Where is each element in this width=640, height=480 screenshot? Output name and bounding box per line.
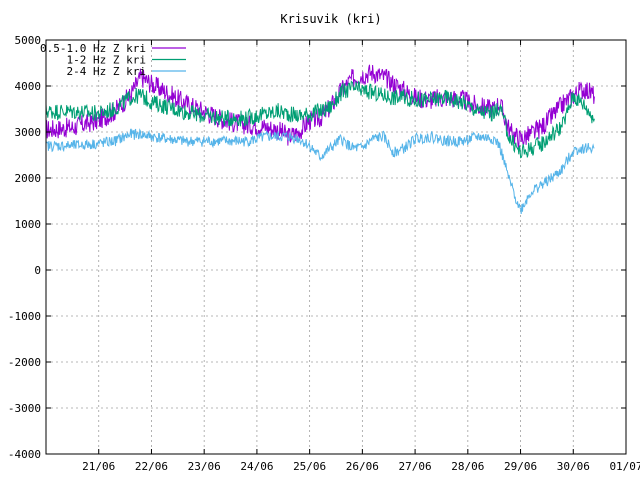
x-tick-label: 24/06 — [240, 460, 273, 473]
x-tick-label: 28/06 — [451, 460, 484, 473]
x-tick-label: 21/06 — [82, 460, 115, 473]
y-tick-label: -3000 — [8, 402, 41, 415]
x-tick-label: 01/07 — [609, 460, 640, 473]
grid — [46, 39, 627, 455]
chart-title: Krisuvik (kri) — [280, 12, 381, 26]
y-tick-label: 2000 — [15, 172, 42, 185]
legend-label: 0.5-1.0 Hz Z kri — [40, 42, 146, 55]
y-axis: -4000 -3000 -2000 -1000 0 1000 2000 3000 4000 500… — [8, 34, 626, 461]
x-tick-label: 27/06 — [399, 460, 432, 473]
y-tick-label: -1000 — [8, 310, 41, 323]
x-tick-label: 29/06 — [504, 460, 537, 473]
x-tick-label: 22/06 — [135, 460, 168, 473]
y-tick-label: 3000 — [15, 126, 42, 139]
y-tick-label: 4000 — [15, 80, 42, 93]
x-tick-label: 25/06 — [293, 460, 326, 473]
legend-label: 2-4 Hz Z kri — [67, 65, 146, 78]
series-layer — [45, 64, 595, 215]
y-tick-label: 0 — [34, 264, 41, 277]
x-tick-label: 30/06 — [557, 460, 590, 473]
series-line — [45, 80, 595, 159]
plot-frame — [45, 39, 627, 455]
x-tick-label: 23/06 — [188, 460, 221, 473]
series-line — [45, 128, 595, 215]
y-tick-label: 5000 — [15, 34, 42, 47]
x-axis: 21/06 22/06 23/06 24/06 25/06 26/06 27/06 28/06… — [82, 40, 640, 473]
x-tick-label: 26/06 — [346, 460, 379, 473]
y-tick-label: -4000 — [8, 448, 41, 461]
y-tick-label: 1000 — [15, 218, 42, 231]
y-tick-label: -2000 — [8, 356, 41, 369]
legend-label: 1-2 Hz Z kri — [67, 54, 146, 67]
